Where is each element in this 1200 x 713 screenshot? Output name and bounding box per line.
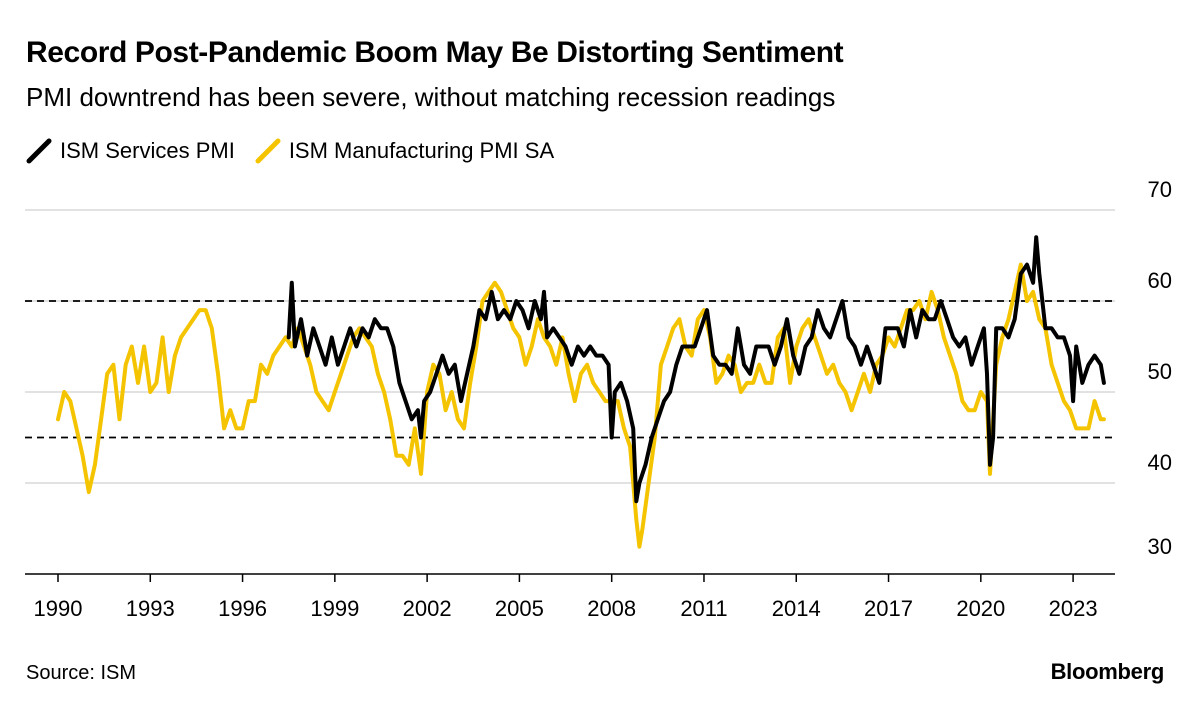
axis-layer: 30 40 50 60 70 1990 1993 1996 1999 2002 2005 2008 20… xyxy=(25,177,1172,621)
chart-subtitle: PMI downtrend has been severe, without m… xyxy=(26,82,836,112)
legend-swatch-services xyxy=(26,138,52,164)
y-tick-label-30: 30 xyxy=(1148,534,1172,559)
legend-label-manufacturing: ISM Manufacturing PMI SA xyxy=(288,138,555,163)
chart-title: Record Post-Pandemic Boom May Be Distort… xyxy=(26,36,844,69)
series-line-services xyxy=(286,235,1106,504)
series-line-manufacturing xyxy=(56,262,1106,549)
x-tick-label-2023: 2023 xyxy=(1049,596,1098,621)
x-tick-label-2002: 2002 xyxy=(403,596,452,621)
x-tick-label-2011: 2011 xyxy=(680,596,727,621)
legend-swatch-manufacturing xyxy=(255,138,281,164)
x-tick-label-2008: 2008 xyxy=(587,596,636,621)
x-tick-label-1996: 1996 xyxy=(218,596,267,621)
x-tick-label-2017: 2017 xyxy=(864,596,913,621)
y-tick-label-70: 70 xyxy=(1148,177,1172,202)
series-layer xyxy=(56,235,1106,549)
y-tick-label-60: 60 xyxy=(1148,268,1172,293)
brand-logo: Bloomberg xyxy=(1050,659,1165,684)
legend-item-manufacturing: ISM Manufacturing PMI SA xyxy=(255,138,554,164)
x-tick-label-2005: 2005 xyxy=(495,596,544,621)
x-tick-label-1990: 1990 xyxy=(34,596,83,621)
x-tick-label-1993: 1993 xyxy=(126,596,175,621)
source-note: Source: ISM xyxy=(26,662,137,684)
x-tick-label-2014: 2014 xyxy=(772,596,821,621)
chart-legend: ISM Services PMI ISM Manufacturing PMI S… xyxy=(26,138,574,164)
y-tick-label-50: 50 xyxy=(1148,359,1172,384)
x-tick-label-2020: 2020 xyxy=(956,596,1005,621)
legend-label-services: ISM Services PMI xyxy=(60,138,235,163)
legend-item-services: ISM Services PMI xyxy=(26,138,235,164)
x-tick-label-1999: 1999 xyxy=(310,596,359,621)
grid-layer xyxy=(25,209,1115,484)
y-tick-label-40: 40 xyxy=(1148,450,1172,475)
reference-lines xyxy=(25,300,1115,439)
